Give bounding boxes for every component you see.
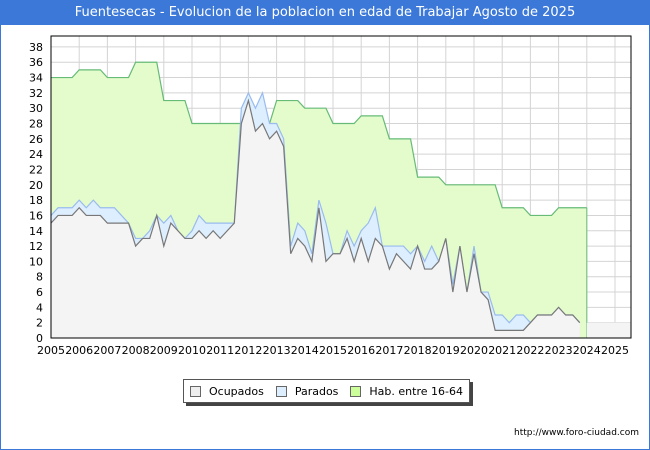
x-tick-label: 2016 (347, 344, 375, 357)
legend-swatch-parados (275, 385, 287, 397)
y-tick-label: 10 (29, 255, 43, 268)
ocupados-line (50, 98, 581, 331)
x-tick-label: 2012 (234, 344, 262, 357)
x-tick-label: 2011 (206, 344, 234, 357)
y-tick-label: 6 (36, 286, 43, 299)
legend-label: Ocupados (208, 384, 264, 398)
y-tick-label: 36 (29, 56, 43, 69)
x-tick-label: 2023 (545, 344, 573, 357)
y-tick-label: 32 (29, 87, 43, 100)
ocupados-tail-area (586, 322, 631, 338)
y-tick-label: 4 (36, 301, 43, 314)
chart-title: Fuentesecas - Evolucion de la poblacion … (1, 1, 649, 25)
y-tick-label: 12 (29, 240, 43, 253)
legend-item-ocupados: Ocupados (189, 384, 264, 398)
x-tick-label: 2021 (488, 344, 516, 357)
plot-border (50, 35, 632, 339)
y-tick-label: 34 (29, 72, 43, 85)
y-tick-label: 20 (29, 179, 43, 192)
legend: Ocupados Parados Hab. entre 16-64 (183, 379, 470, 403)
source-link[interactable]: http://www.foro-ciudad.com (514, 428, 639, 438)
x-tick-label: 2007 (93, 344, 121, 357)
x-tick-label: 2015 (319, 344, 347, 357)
x-tick-label: 2005 (37, 344, 65, 357)
y-tick-label: 18 (29, 194, 43, 207)
legend-swatch-hab (350, 385, 362, 397)
y-tick-label: 8 (36, 271, 43, 284)
y-tick-label: 2 (36, 317, 43, 330)
x-tick-label: 2010 (178, 344, 206, 357)
y-tick-label: 28 (29, 118, 43, 131)
legend-item-parados: Parados (275, 384, 339, 398)
x-tick-label: 2013 (263, 344, 291, 357)
y-tick-label: 16 (29, 209, 43, 222)
x-tick-label: 2017 (375, 344, 403, 357)
y-tick-label: 24 (29, 148, 43, 161)
x-tick-label: 2009 (150, 344, 178, 357)
y-tick-label: 14 (29, 225, 43, 238)
x-tick-label: 2024 (573, 344, 601, 357)
y-tick-label: 38 (29, 41, 43, 54)
x-tick-label: 2025 (601, 344, 629, 357)
x-tick-label: 2018 (404, 344, 432, 357)
y-tick-label: 30 (29, 102, 43, 115)
legend-item-hab: Hab. entre 16-64 (350, 385, 463, 398)
x-tick-label: 2008 (122, 344, 150, 357)
parados-line (50, 91, 581, 324)
x-tick-label: 2020 (460, 344, 488, 357)
legend-label: Hab. entre 16-64 (369, 384, 463, 398)
ocupados-area (51, 100, 580, 338)
x-tick-label: 2014 (291, 344, 319, 357)
x-tick-label: 2022 (516, 344, 544, 357)
y-tick-label: 22 (29, 163, 43, 176)
legend-swatch-ocupados (189, 385, 201, 397)
y-tick-label: 26 (29, 133, 43, 146)
y-tick-label: 0 (36, 332, 43, 345)
x-tick-label: 2006 (65, 344, 93, 357)
legend-label: Parados (294, 384, 339, 398)
x-tick-label: 2019 (432, 344, 460, 357)
hab-line (51, 61, 587, 217)
